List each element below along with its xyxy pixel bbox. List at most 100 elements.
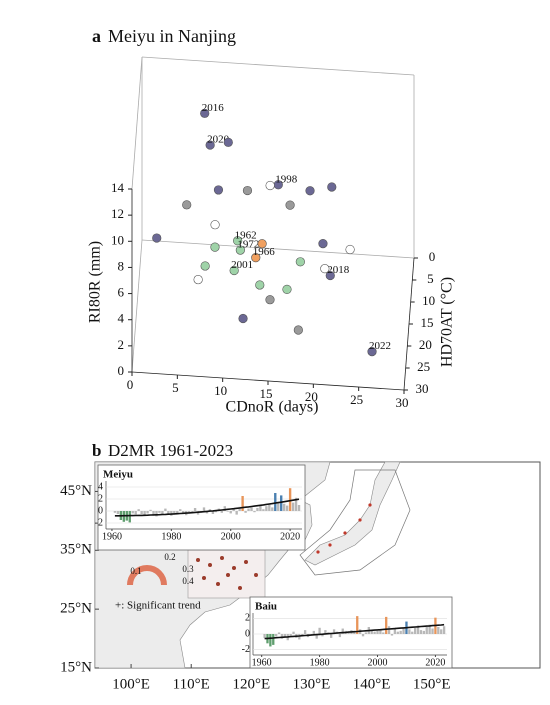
bar xyxy=(440,629,443,634)
bar xyxy=(332,629,336,634)
point xyxy=(210,220,220,230)
y-tick-label: 15°N xyxy=(60,659,92,675)
colorbar-label: 0.4 xyxy=(182,576,194,586)
bar xyxy=(241,496,244,511)
land-japan xyxy=(304,461,401,566)
z-tick-label: 20 xyxy=(419,337,432,352)
bar xyxy=(161,511,164,516)
point xyxy=(295,257,305,267)
bar xyxy=(282,503,286,511)
bar xyxy=(223,506,226,511)
x-tick-label: 1960 xyxy=(102,531,122,542)
bar xyxy=(193,508,197,511)
bar xyxy=(269,634,272,647)
bar xyxy=(382,632,385,634)
point xyxy=(233,236,243,246)
station xyxy=(226,573,230,577)
bar xyxy=(376,630,379,634)
point-label: 1962 xyxy=(235,229,257,241)
bar xyxy=(259,505,262,511)
panel-title: Meiyu in Nanjing xyxy=(108,26,236,46)
bar xyxy=(303,630,307,634)
bar xyxy=(341,628,344,634)
x-axis-title: CDnoR (days) xyxy=(226,399,319,416)
station xyxy=(316,550,320,554)
box-edge xyxy=(141,56,415,76)
y-tick-label: 6 xyxy=(118,285,125,300)
z-tick-label: 5 xyxy=(427,271,434,286)
bar xyxy=(226,511,229,512)
point xyxy=(257,239,267,249)
bar xyxy=(393,627,397,634)
bar xyxy=(361,634,365,637)
point xyxy=(345,244,355,255)
y-tick-label: 4 xyxy=(98,481,103,492)
bar xyxy=(338,634,342,638)
bar xyxy=(399,630,402,634)
colorbar-label: 0.1 xyxy=(130,566,141,576)
bar xyxy=(396,631,399,634)
point xyxy=(251,253,261,263)
bar xyxy=(131,511,134,514)
bar xyxy=(263,634,266,638)
y-tick-label: 25°N xyxy=(60,601,92,617)
point xyxy=(152,233,162,243)
z-axis-title: HD70AT (°C) xyxy=(439,277,456,367)
bar xyxy=(390,634,394,636)
bar xyxy=(385,616,388,634)
point xyxy=(242,185,253,196)
y-tick-label: 2 xyxy=(245,613,250,624)
point xyxy=(320,264,330,274)
bar xyxy=(253,511,256,513)
bar xyxy=(176,511,179,515)
point xyxy=(327,182,337,192)
bar xyxy=(411,631,414,634)
z-tick-label: 15 xyxy=(421,315,434,330)
z-tick-label: 25 xyxy=(417,359,430,374)
y-tick-label: 12 xyxy=(111,206,124,221)
colorbar-ring xyxy=(127,565,167,586)
point xyxy=(318,239,328,249)
y-tick-label: 35°N xyxy=(60,542,92,558)
bar xyxy=(187,511,191,513)
y-axis-title: RI80R (mm) xyxy=(87,241,104,323)
bar xyxy=(134,511,137,515)
bar xyxy=(244,511,247,513)
bar xyxy=(146,511,149,514)
station xyxy=(196,558,200,562)
station xyxy=(244,560,248,564)
bar xyxy=(250,507,253,511)
bar xyxy=(373,631,376,634)
inset-title: Baiu xyxy=(255,601,277,613)
bar xyxy=(289,634,292,636)
station xyxy=(368,503,372,507)
station-dots xyxy=(316,503,372,554)
bar xyxy=(318,627,321,634)
bar xyxy=(268,503,271,511)
x-tick-label: 120°E xyxy=(233,676,271,692)
point xyxy=(200,261,210,271)
point-label: 1966 xyxy=(253,246,275,258)
station xyxy=(232,566,236,570)
point xyxy=(293,325,303,335)
bar xyxy=(280,634,284,639)
bar xyxy=(179,509,182,511)
bar xyxy=(256,508,259,511)
y-tick-label: 8 xyxy=(118,258,125,273)
bar xyxy=(442,626,446,634)
x-tick-label: 0 xyxy=(127,377,134,392)
bar xyxy=(416,625,420,634)
station xyxy=(238,586,242,590)
x-tick-label: 30 xyxy=(396,395,409,410)
y-tick-label: 14 xyxy=(111,180,125,195)
bar xyxy=(211,511,215,514)
x-tick-label: 25 xyxy=(350,392,363,407)
x-tick-label: 2000 xyxy=(368,657,388,668)
z-tick-label: 0 xyxy=(429,249,436,264)
x-tick-label: 2000 xyxy=(221,531,241,542)
point xyxy=(265,180,275,191)
bar xyxy=(292,631,295,634)
bar xyxy=(324,630,327,634)
bar xyxy=(164,508,167,511)
bar xyxy=(274,493,277,511)
